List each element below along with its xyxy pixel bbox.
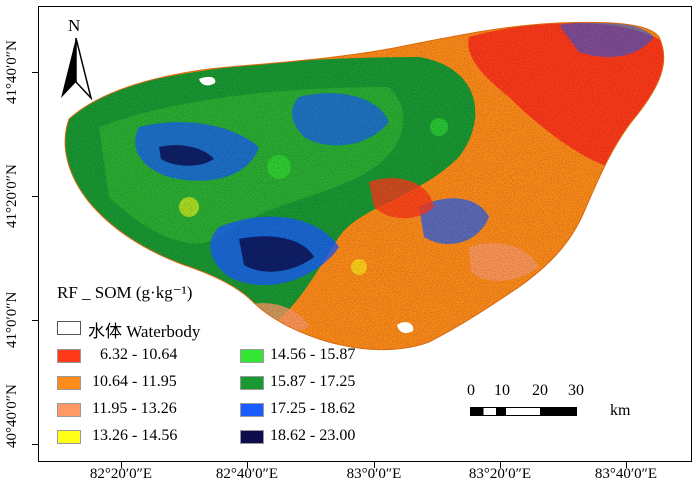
- legend-swatch-8: [240, 430, 264, 444]
- map-frame: [38, 6, 692, 462]
- legend-swatch-4: [57, 430, 81, 444]
- legend-label-5: 14.56 - 15.87: [270, 346, 356, 363]
- lon-label-82-40: 82°40′0″E: [215, 466, 279, 482]
- lat-label-41-20: 41°20′0″N: [4, 164, 20, 228]
- legend-label-6: 15.87 - 17.25: [270, 373, 356, 390]
- lat-tick: [32, 320, 38, 321]
- lon-label-83-40: 83°40′0″E: [594, 466, 658, 482]
- legend-label-2: 10.64 - 11.95: [92, 373, 177, 390]
- scale-tick-20: 20: [532, 382, 548, 399]
- legend-label-4: 13.26 - 14.56: [92, 427, 178, 444]
- lon-label-82-20: 82°20′0″E: [89, 466, 153, 482]
- scale-unit: km: [610, 402, 631, 419]
- lon-tick: [374, 462, 375, 468]
- lon-label-83-00: 83°0′0″E: [346, 466, 402, 482]
- north-label: N: [68, 16, 81, 35]
- scale-tick-10: 10: [494, 382, 510, 399]
- north-arrow-icon: [61, 38, 93, 100]
- legend-label-7: 17.25 - 18.62: [270, 400, 356, 417]
- legend-label-8: 18.62 - 23.00: [270, 427, 356, 444]
- lon-tick: [626, 462, 627, 468]
- lat-label-41-40: 41°40′0″N: [4, 40, 20, 104]
- scale-tick-30: 30: [568, 382, 584, 399]
- lon-tick: [247, 462, 248, 468]
- lat-tick: [32, 444, 38, 445]
- legend-title: RF _ SOM (g·kg⁻¹): [57, 283, 193, 302]
- lat-tick: [32, 72, 38, 73]
- legend-label-1: 6.32 - 10.64: [100, 346, 178, 363]
- lat-label-41-00: 41°0′0″N: [4, 291, 20, 349]
- legend-swatch-6: [240, 376, 264, 390]
- lat-label-40-40: 40°40′0″N: [4, 384, 20, 448]
- legend-swatch-1: [57, 349, 81, 363]
- som-map-raster: [64, 21, 665, 351]
- legend-swatch-water: [57, 321, 81, 335]
- legend-label-3: 11.95 - 13.26: [92, 400, 177, 417]
- legend-swatch-7: [240, 403, 264, 417]
- legend-swatch-2: [57, 376, 81, 390]
- legend-label-water: 水体 Waterbody: [88, 322, 201, 341]
- legend-swatch-3: [57, 403, 81, 417]
- lon-tick: [121, 462, 122, 468]
- legend-swatch-5: [240, 349, 264, 363]
- scale-tick-0: 0: [467, 382, 475, 399]
- lat-tick: [32, 196, 38, 197]
- lon-tick: [500, 462, 501, 468]
- lon-label-83-20: 83°20′0″E: [468, 466, 532, 482]
- scale-bar: [470, 407, 577, 416]
